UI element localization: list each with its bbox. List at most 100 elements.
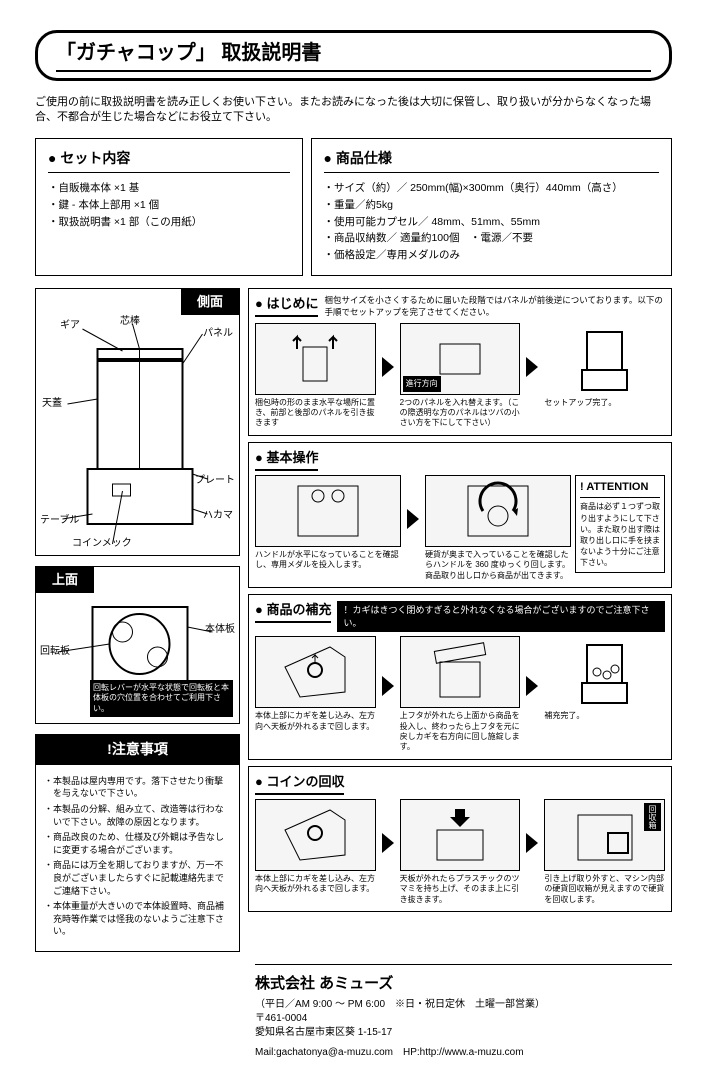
set-item: 取扱説明書 ×1 部（この用紙）	[48, 215, 290, 230]
company-zip: 〒461-0004	[255, 1012, 672, 1026]
machine-arrows-icon	[255, 323, 376, 395]
top-diagram: 回転板 本体板 回転レバーが水平な状態で回転板と本体板の穴位置を合わせてご利用下…	[42, 597, 233, 717]
label-hontai: 本体板	[205, 623, 235, 637]
label-table: テーブル	[40, 514, 79, 528]
kaishu-cap-3: 引き上げ取り外すと、マシン内部の硬貨回収箱が見えますので硬貨を回収します。	[544, 874, 665, 905]
hajime-cap-3: セットアップ完了。	[544, 398, 665, 408]
insert-coin-icon	[255, 475, 401, 547]
top-view-box: 上面 回転板 本体板 回転レバーが水平な状態で回転板と本体板の穴位置を合わせてご…	[35, 566, 240, 724]
kaishu-step-2: 天板が外れたらプラスチックのツマミを持ち上げ、そのまま上に引き抜きます。	[400, 799, 521, 905]
panel-swap-icon: 進行方向	[400, 323, 521, 395]
caution-item: 商品には万全を期しておりますが、万一不良がございましたらすぐに記載連絡先までご連…	[44, 859, 231, 897]
hoju-cap-1: 本体上部にカギを差し込み、左方向へ天板が外れるまで回します。	[255, 711, 376, 732]
label-gear: ギア	[60, 319, 80, 333]
label-coinmech: コインメック	[72, 537, 132, 551]
kihon-step-2: 硬貨が奥まで入っていることを確認したらハンドルを 360 度ゆっくり回します。商…	[425, 475, 571, 581]
hajime-step-1: 梱包時の形のまま水平な場所に置き、前部と後部のパネルを引き抜きます	[255, 323, 376, 429]
caution-list: 本製品は屋内専用です。落下させたり衝撃を与えないで下さい。 本製品の分解、組み立…	[36, 765, 239, 951]
spec-item: 使用可能カプセル／ 48mm、51mm、55mm	[324, 215, 659, 230]
spec-item: サイズ（約）／ 250mm(幅)×300mm（奥行）440mm（高さ）	[324, 181, 659, 196]
label-kaiten: 回転板	[40, 645, 70, 659]
kaishu-cap-1: 本体上部にカギを差し込み、左方向へ天板が外れるまで回します。	[255, 874, 376, 895]
left-column: 側面 ギア 芯棒	[35, 288, 240, 952]
arrow-right-icon	[524, 355, 540, 384]
kaishu-step-3: 回収箱 引き上げ取り外すと、マシン内部の硬貨回収箱が見えますので硬貨を回収します…	[544, 799, 665, 905]
side-diagram: ギア 芯棒 パネル 天蓋 プレート テーブル ハカマ コインメック	[42, 319, 233, 549]
direction-badge: 進行方向	[403, 376, 441, 391]
arrow-right-icon	[380, 355, 396, 384]
hajime-heading: はじめに	[255, 295, 318, 317]
set-contents-box: セット内容 自販機本体 ×1 基 鍵 - 本体上部用 ×1 個 取扱説明書 ×1…	[35, 138, 303, 276]
coinbox-badge: 回収箱	[644, 803, 661, 831]
set-heading: セット内容	[48, 149, 290, 174]
kihon-heading: 基本操作	[255, 449, 318, 471]
caution-item: 本製品は屋内専用です。落下させたり衝撃を与えないで下さい。	[44, 775, 231, 800]
caution-item: 商品改良のため、仕様及び外観は予告なしに変更する場合がございます。	[44, 831, 231, 856]
section-hajime: はじめに 梱包サイズを小さくするために届いた段階ではパネルが前後逆についておりま…	[248, 288, 672, 436]
attention-box: ATTENTION 商品は必ず１つずつ取り出すようにして下さい。また取り出す際は…	[575, 475, 665, 574]
set-list: 自販機本体 ×1 基 鍵 - 本体上部用 ×1 個 取扱説明書 ×1 部（この用…	[48, 181, 290, 229]
company-hours: （平日／AM 9:00 ～ PM 6:00 ※日・祝日定休 土曜一部営業）	[255, 998, 672, 1012]
caution-item: 本体重量が大きいので本体設置時、商品補充時等作業では怪我のないようご注意下さい。	[44, 900, 231, 938]
company-contact: Mail:gachatonya@a-muzu.com HP:http://www…	[255, 1046, 672, 1060]
key-unlock-icon	[255, 799, 376, 871]
spec-item: 価格設定／専用メダルのみ	[324, 248, 659, 263]
right-column: はじめに 梱包サイズを小さくするために届いた段階ではパネルが前後逆についておりま…	[248, 288, 672, 952]
company-name: 株式会社 あミューズ	[255, 973, 672, 994]
arrow-right-icon	[380, 674, 396, 703]
hajime-cap-2: 2つのパネルを入れ替えます。（この際透明な方のパネルはツバの小さい方を下にして下…	[400, 398, 521, 429]
coin-box-icon: 回収箱	[544, 799, 665, 871]
section-hoju: 商品の補充 ！カギはきつく閉めすぎると外れなくなる場合がございますのでご注意下さ…	[248, 594, 672, 760]
machine-complete-icon	[544, 323, 665, 395]
kaishu-step-1: 本体上部にカギを差し込み、左方向へ天板が外れるまで回します。	[255, 799, 376, 895]
company-footer: 株式会社 あミューズ （平日／AM 9:00 ～ PM 6:00 ※日・祝日定休…	[255, 964, 672, 1060]
arrow-right-icon	[524, 674, 540, 703]
kaishu-heading: コインの回収	[255, 773, 344, 795]
document-title: 「ガチャコップ」 取扱説明書	[56, 39, 651, 72]
attention-text: 商品は必ず１つずつ取り出すようにして下さい。また取り出す際は取り出し口に手を挟ま…	[580, 501, 660, 568]
hoju-cap-3: 補充完了。	[544, 711, 665, 721]
section-kaishu: コインの回収 本体上部にカギを差し込み、左方向へ天板が外れるまで回します。 天板…	[248, 766, 672, 912]
label-plate: プレート	[195, 474, 235, 488]
kihon-cap-1: ハンドルが水平になっていることを確認し、専用メダルを投入します。	[255, 550, 401, 571]
hoju-step-1: 本体上部にカギを差し込み、左方向へ天板が外れるまで回します。	[255, 636, 376, 732]
refill-icon	[400, 636, 521, 708]
spec-item: 商品収納数／ 適量約100個 ・電源／不要	[324, 231, 659, 246]
machine-filled-icon	[544, 636, 665, 708]
hajime-cap-1: 梱包時の形のまま水平な場所に置き、前部と後部のパネルを引き抜きます	[255, 398, 376, 429]
section-kihon: 基本操作 ハンドルが水平になっていることを確認し、専用メダルを投入します。 硬貨…	[248, 442, 672, 588]
spec-box: 商品仕様 サイズ（約）／ 250mm(幅)×300mm（奥行）440mm（高さ）…	[311, 138, 672, 276]
hoju-cap-2: 上フタが外れたら上面から商品を投入し、終わったら上フタを元に戻しカギを右方向に回…	[400, 711, 521, 753]
hoju-heading: 商品の補充	[255, 601, 331, 623]
intro-text: ご使用の前に取扱説明書を読み正しくお使い下さい。またお読みになった後は大切に保管…	[35, 95, 672, 126]
label-tenban: 天蓋	[42, 397, 62, 411]
hajime-step-3: セットアップ完了。	[544, 323, 665, 408]
side-tab: 側面	[181, 289, 239, 315]
hoju-step-3: 補充完了。	[544, 636, 665, 721]
hoju-step-2: 上フタが外れたら上面から商品を投入し、終わったら上フタを元に戻しカギを右方向に回…	[400, 636, 521, 753]
lift-panel-icon	[400, 799, 521, 871]
label-hakama: ハカマ	[203, 509, 233, 523]
hajime-step-2: 進行方向 2つのパネルを入れ替えます。（この際透明な方のパネルはツバの小さい方を…	[400, 323, 521, 429]
hajime-note: 梱包サイズを小さくするために届いた段階ではパネルが前後逆についております。以下の…	[324, 295, 665, 319]
caution-heading: !注意事項	[36, 735, 239, 765]
top-note: 回転レバーが水平な状態で回転板と本体板の穴位置を合わせてご利用下さい。	[90, 680, 233, 717]
label-shinbo: 芯棒	[120, 315, 140, 329]
label-panel: パネル	[203, 327, 233, 341]
kihon-step-1: ハンドルが水平になっていることを確認し、専用メダルを投入します。	[255, 475, 401, 571]
kihon-cap-2: 硬貨が奥まで入っていることを確認したらハンドルを 360 度ゆっくり回します。商…	[425, 550, 571, 581]
top-info-row: セット内容 自販機本体 ×1 基 鍵 - 本体上部用 ×1 個 取扱説明書 ×1…	[35, 138, 672, 276]
turn-handle-icon	[425, 475, 571, 547]
attention-heading: ATTENTION	[580, 480, 660, 498]
set-item: 自販機本体 ×1 基	[48, 181, 290, 196]
title-bar: 「ガチャコップ」 取扱説明書	[35, 30, 672, 81]
spec-list: サイズ（約）／ 250mm(幅)×300mm（奥行）440mm（高さ） 重量／約…	[324, 181, 659, 262]
caution-item: 本製品の分解、組み立て、改造等は行わないで下さい。故障の原因となります。	[44, 803, 231, 828]
kaishu-cap-2: 天板が外れたらプラスチックのツマミを持ち上げ、そのまま上に引き抜きます。	[400, 874, 521, 905]
company-address: 愛知県名古屋市東区葵 1-15-17	[255, 1026, 672, 1040]
arrow-right-icon	[524, 831, 540, 860]
hoju-warning: ！カギはきつく閉めすぎると外れなくなる場合がございますのでご注意下さい。	[337, 601, 665, 632]
arrow-right-icon	[405, 507, 421, 536]
spec-heading: 商品仕様	[324, 149, 659, 174]
set-item: 鍵 - 本体上部用 ×1 個	[48, 198, 290, 213]
